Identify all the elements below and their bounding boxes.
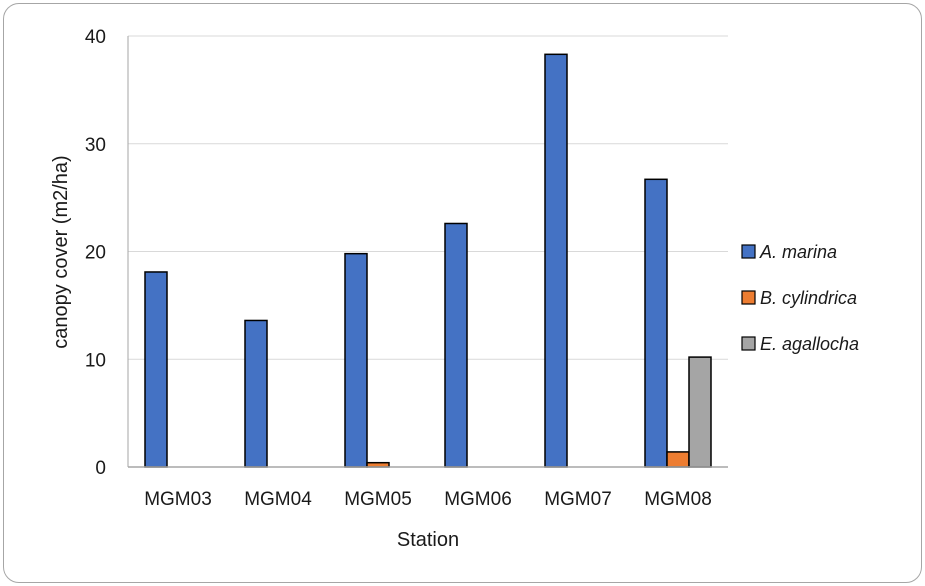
bar-mgm03-series-1 <box>144 271 168 468</box>
legend-label: B. cylindrica <box>760 288 857 308</box>
legend-swatch <box>741 244 756 259</box>
x-tick-label: MGM04 <box>244 489 312 510</box>
bar-mgm08-series-2 <box>666 451 690 468</box>
gridlines <box>128 35 728 360</box>
legend-swatch <box>741 290 756 305</box>
bar-mgm08-series-1 <box>644 178 668 468</box>
x-tick-label: MGM07 <box>544 489 612 510</box>
y-axis-title: canopy cover (m2/ha) <box>50 155 72 348</box>
axes <box>127 36 728 468</box>
bars <box>144 53 712 468</box>
legend: A. marina B. cylindrica E. agallocha <box>741 242 859 354</box>
bar-mgm07-series-1 <box>544 53 568 468</box>
bar-mgm06-series-1 <box>444 222 468 468</box>
y-tick-label: 10 <box>85 350 106 371</box>
x-tick-label: MGM06 <box>444 489 512 510</box>
y-tick-label: 30 <box>85 135 106 156</box>
x-tick-label: MGM05 <box>344 489 412 510</box>
bar-mgm08-series-3 <box>688 356 712 468</box>
legend-swatch <box>741 336 756 351</box>
legend-label: E. agallocha <box>760 334 859 354</box>
bar-mgm05-series-1 <box>344 252 368 468</box>
x-axis-title: Station <box>397 529 459 551</box>
x-tick-labels: MGM03 MGM04 MGM05 MGM06 MGM07 MGM08 <box>144 489 712 510</box>
y-tick-label: 40 <box>85 27 106 48</box>
x-tick-label: MGM03 <box>144 489 212 510</box>
y-tick-label: 0 <box>95 458 106 479</box>
x-tick-label: MGM08 <box>644 489 712 510</box>
bar-mgm04-series-1 <box>244 319 268 468</box>
y-tick-labels: 0 10 20 30 40 <box>85 27 106 479</box>
legend-label: A. marina <box>759 242 837 262</box>
y-tick-label: 20 <box>85 243 106 264</box>
